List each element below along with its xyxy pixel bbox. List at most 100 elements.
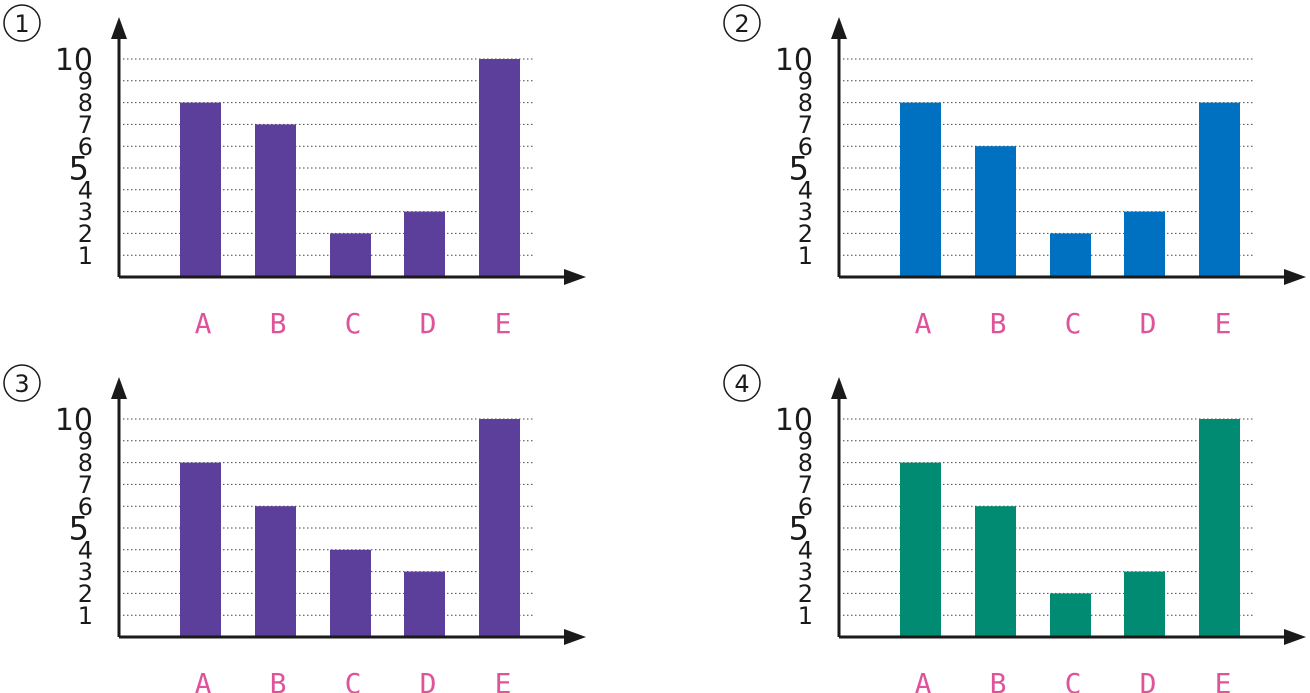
y-tick-label: 3 [798, 198, 813, 226]
chart-number-label: 1 [14, 10, 29, 38]
x-tick-label: E [495, 667, 512, 693]
bar-b [255, 124, 296, 278]
chart-number-label: 4 [734, 370, 749, 398]
x-tick-label: D [420, 667, 437, 693]
y-tick-label: 7 [78, 111, 93, 139]
y-axis-arrowhead [831, 377, 847, 399]
y-tick-label: 3 [78, 198, 93, 226]
bar-c [1050, 593, 1091, 637]
y-tick-label: 7 [78, 471, 93, 499]
bar-a [180, 102, 221, 277]
x-tick-label: E [1215, 667, 1232, 693]
bar-d [404, 571, 445, 637]
y-tick-label: 2 [798, 580, 813, 608]
y-axis-arrowhead [111, 377, 127, 399]
y-tick-label: 1 [798, 242, 813, 270]
bar-d [1124, 211, 1165, 277]
y-tick-label: 2 [798, 220, 813, 248]
x-axis-arrowhead [564, 269, 586, 285]
x-tick-label: B [990, 307, 1007, 340]
x-axis-arrowhead [1284, 629, 1306, 645]
bar-a [900, 102, 941, 277]
y-tick-label: 4 [78, 536, 93, 564]
y-tick-label: 6 [798, 493, 813, 521]
x-tick-label: B [990, 667, 1007, 693]
x-axis-arrowhead [564, 629, 586, 645]
y-axis-arrowhead [831, 17, 847, 39]
x-tick-label: B [270, 307, 287, 340]
x-axis-arrowhead [1284, 269, 1306, 285]
bar-c [330, 233, 371, 277]
x-tick-label: C [345, 667, 362, 693]
y-tick-label: 9 [78, 67, 93, 95]
y-tick-label: 1 [798, 602, 813, 630]
chart-number-badge [3, 364, 41, 402]
bar-d [404, 211, 445, 277]
y-tick-label: 5 [789, 510, 809, 548]
y-tick-label: 5 [69, 510, 89, 548]
chart-number-label: 3 [14, 370, 29, 398]
x-tick-label: D [420, 307, 437, 340]
y-tick-label: 4 [78, 176, 93, 204]
y-tick-label: 6 [798, 133, 813, 161]
x-tick-label: C [345, 307, 362, 340]
y-tick-label: 10 [55, 403, 93, 438]
chart-number-label: 2 [734, 10, 749, 38]
y-tick-label: 4 [798, 176, 813, 204]
y-tick-label: 7 [798, 111, 813, 139]
x-tick-label: C [1065, 667, 1082, 693]
x-tick-label: E [495, 307, 512, 340]
y-tick-label: 1 [78, 602, 93, 630]
x-tick-label: D [1140, 667, 1157, 693]
y-axis-arrowhead [111, 17, 127, 39]
y-tick-label: 1 [78, 242, 93, 270]
y-tick-label: 10 [55, 43, 93, 78]
y-tick-label: 8 [798, 449, 813, 477]
x-tick-label: A [195, 667, 212, 693]
x-tick-label: A [195, 307, 212, 340]
chart-number-badge [723, 4, 761, 42]
y-tick-label: 6 [78, 133, 93, 161]
y-tick-label: 8 [78, 449, 93, 477]
bar-e [1199, 419, 1240, 637]
bar-e [479, 419, 520, 637]
bar-b [255, 506, 296, 637]
bar-e [479, 59, 520, 277]
bar-a [180, 462, 221, 637]
chart-number-badge [723, 364, 761, 402]
x-tick-label: B [270, 667, 287, 693]
bar-e [1199, 102, 1240, 277]
y-tick-label: 3 [78, 558, 93, 586]
chart-number-badge [3, 4, 41, 42]
y-tick-label: 9 [798, 67, 813, 95]
y-tick-label: 5 [69, 150, 89, 188]
x-tick-label: A [915, 307, 932, 340]
x-tick-label: D [1140, 307, 1157, 340]
bar-d [1124, 571, 1165, 637]
bar-c [1050, 233, 1091, 277]
x-tick-label: A [915, 667, 932, 693]
y-tick-label: 3 [798, 558, 813, 586]
y-tick-label: 2 [78, 220, 93, 248]
y-tick-label: 7 [798, 471, 813, 499]
y-tick-label: 10 [775, 43, 813, 78]
y-tick-label: 6 [78, 493, 93, 521]
bar-b [975, 506, 1016, 637]
y-tick-label: 8 [78, 89, 93, 117]
bar-a [900, 462, 941, 637]
bar-c [330, 549, 371, 637]
y-tick-label: 5 [789, 150, 809, 188]
bar-b [975, 146, 1016, 277]
y-tick-label: 2 [78, 580, 93, 608]
x-tick-label: E [1215, 307, 1232, 340]
y-tick-label: 4 [798, 536, 813, 564]
y-tick-label: 8 [798, 89, 813, 117]
x-tick-label: C [1065, 307, 1082, 340]
y-tick-label: 9 [798, 427, 813, 455]
y-tick-label: 9 [78, 427, 93, 455]
